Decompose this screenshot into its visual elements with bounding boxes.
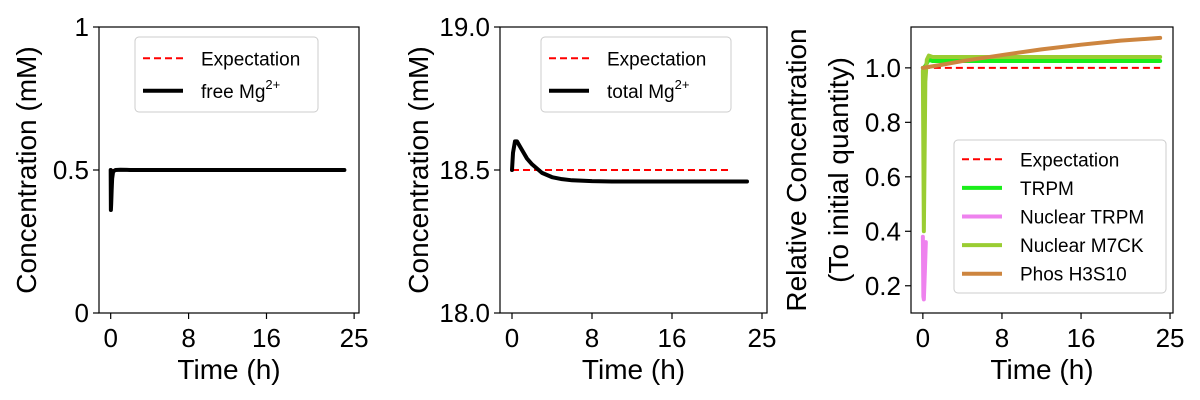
x-tick-label: 8 — [995, 323, 1009, 353]
x-tick-label: 25 — [340, 323, 369, 353]
x-tick-label: 0 — [916, 323, 930, 353]
legend-box — [540, 36, 732, 113]
y-axis-label: Relative Concentration — [781, 28, 812, 311]
x-tick-label: 0 — [103, 323, 117, 353]
series-line-5 — [920, 35, 1163, 70]
y-tick-label: 0.6 — [865, 162, 901, 192]
chart-panel-1: 0 8 16 25 0 0.5 1 Time (h) Concentration (mM) Exp… — [11, 12, 369, 385]
x-tick-label: 16 — [1067, 323, 1096, 353]
chart-panel-2: 0 8 16 25 18.0 18.5 19.0 Time (h) Concentration … — [403, 12, 776, 385]
y-tick-label: 18.5 — [439, 155, 490, 185]
y-tick-label: 0 — [75, 298, 89, 328]
y-tick-label: 0.2 — [865, 271, 901, 301]
y-tick-label: 0.5 — [53, 155, 89, 185]
x-axis-label: Time (h) — [990, 354, 1093, 385]
legend-box — [953, 139, 1167, 294]
x-tick-label: 25 — [748, 323, 777, 353]
x-axis-label: Time (h) — [177, 354, 280, 385]
legend-label: Expectation — [201, 49, 300, 70]
y-tick-label: 18.0 — [439, 298, 490, 328]
y-tick-label: 0.8 — [865, 107, 901, 137]
series-line-3 — [920, 234, 928, 302]
y-axis-label: Concentration (mM) — [11, 46, 42, 293]
y-tick-label: 19.0 — [439, 12, 490, 42]
x-tick-label: 0 — [505, 323, 519, 353]
series-line-2 — [510, 139, 749, 184]
legend-box — [134, 36, 319, 113]
x-tick-label: 16 — [252, 323, 281, 353]
legend: Expectation TRPM Nuclear TRPM Nuclear M7CK P… — [953, 139, 1167, 294]
y-axis-label-2: (To initial quantity) — [823, 57, 854, 283]
x-tick-label: 8 — [181, 323, 195, 353]
x-tick-label: 8 — [585, 323, 599, 353]
legend-label: TRPM — [1020, 179, 1074, 200]
x-tick-label: 25 — [1156, 323, 1185, 353]
series-group — [920, 35, 1163, 302]
x-tick-label: 16 — [658, 323, 687, 353]
legend-label: Expectation — [1020, 150, 1119, 171]
series-group — [108, 167, 347, 213]
legend-label: Nuclear TRPM — [1020, 208, 1144, 229]
y-axis-label: Concentration (mM) — [403, 46, 434, 293]
series-line-4 — [920, 53, 1163, 234]
chart-panel-3: 0 8 16 25 0.2 0.4 0.6 0.8 1.0 Time (h) Relative Co… — [781, 26, 1185, 385]
y-tick-label: 1.0 — [865, 53, 901, 83]
y-tick-label: 0.4 — [865, 216, 901, 246]
plot-frame — [910, 26, 1174, 314]
x-axis-label: Time (h) — [582, 354, 685, 385]
series-group — [510, 139, 749, 184]
legend-label: Phos H3S10 — [1020, 265, 1127, 286]
legend-label: Expectation — [607, 49, 706, 70]
y-tick-label: 1 — [75, 12, 89, 42]
series-line-2 — [108, 167, 347, 213]
legend-label: Nuclear M7CK — [1020, 236, 1144, 257]
